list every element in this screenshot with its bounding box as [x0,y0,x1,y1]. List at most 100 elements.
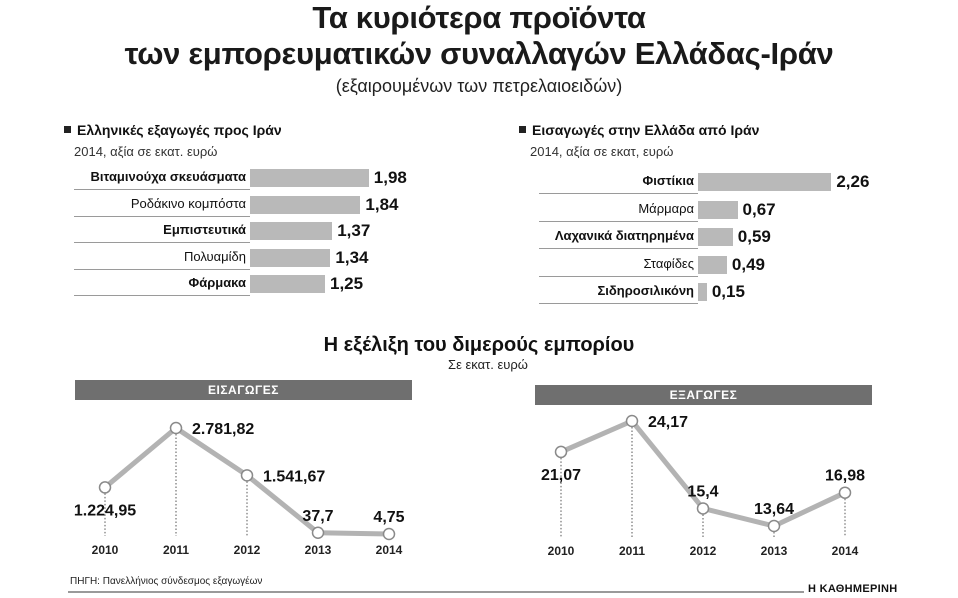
bar [698,173,832,191]
data-point [382,527,396,541]
trade-evolution-title: Η εξέλιξη του διμερούς εμπορίου [323,334,635,356]
exports-chart-title: Ελληνικές εξαγωγές προς Ιράν [64,122,282,138]
bar-row-rule [74,242,250,243]
main-title-line1: Τα κυριότερα προϊόντα [312,0,646,35]
x-tick-label: 2013 [305,543,332,557]
bar-value-label: 1,37 [337,221,371,240]
main-subtitle: (εξαιρουμένων των πετρελαιοειδών) [335,76,623,96]
bar [250,275,325,293]
bar [250,222,333,240]
trade-evolution-subtitle: Σε εκατ. ευρώ [448,357,528,372]
data-value-label: 15,4 [687,483,718,500]
bar-value-label: 0,15 [711,282,745,301]
bullet-square-icon [64,125,71,133]
data-point [767,519,781,533]
bar [698,255,727,274]
bar-value-label: 0,59 [737,227,771,246]
bar-row-rule [74,215,250,217]
data-value-label: 2.781,82 [192,421,254,438]
data-value-label: 37,7 [302,508,333,525]
bar-category-label: Εμπιστευτικά [163,222,246,237]
bar-category-label: Σιδηροσιλικόνη [597,283,695,298]
imports-chart-subtitle: 2014, αξία σε εκατ, ευρώ [530,144,674,159]
imports-line-banner: ΕΙΣΑΓΩΓΕΣ [75,380,412,400]
bar-value-label: 1,25 [330,274,364,293]
bar-category-label: Ροδάκινο κομπόστα [130,195,246,211]
bar-category-label: Φάρμακα [188,275,246,290]
bar-row: Σταφίδες 0,49 [479,253,958,277]
data-value-label: 13,64 [754,501,794,518]
bar-row: Εμπιστευτικά 1,37 [0,219,479,243]
x-tick-label: 2010 [548,544,575,558]
bar-row: Φάρμακα 1,25 [0,272,479,296]
imports-line-chart: 1.224,95 2.781,82 1.541,67 37,7 4,75 2010 2011… [74,421,405,557]
x-tick-label: 2011 [163,543,189,557]
exports-line-chart: 21,07 24,17 15,4 13,64 16,98 2010 2011 2012 2013… [541,414,865,558]
data-value-label: 4,75 [373,509,404,526]
data-point [554,445,568,459]
bar [698,200,738,219]
data-value-label: 21,07 [541,467,581,484]
main-title-line2: των εμπορευματικών συναλλαγών Ελλάδας-Ιρ… [124,36,834,71]
data-point [696,502,710,515]
data-point [311,526,325,540]
bar-row-rule [539,220,698,222]
bar-row-rule [539,303,698,304]
bar-category-label: Φιστίκια [642,173,694,188]
data-point [169,421,183,435]
data-value-label: 1.541,67 [263,468,325,485]
imports-chart-title-text: Εισαγωγές στην Ελλάδα από Ιράν [532,122,760,138]
bar-category-label: Σταφίδες [643,255,695,271]
data-value-label: 16,98 [825,468,865,485]
bar-row: Πολυαμίδη 1,34 [0,246,479,270]
bar-row: Σιδηροσιλικόνη 0,15 [479,280,958,304]
bar-row-rule [539,248,698,249]
bar-row: Μάρμαρα 0,67 [479,198,958,222]
bar-value-label: 0,67 [742,199,776,219]
bar [250,195,361,214]
exports-line-banner: ΕΞΑΓΩΓΕΣ [535,385,872,405]
bar-row: Λαχανικά διατηρημένα 0,59 [479,225,958,249]
data-point [240,469,254,482]
data-point [625,414,639,428]
bar-row-rule [74,189,250,190]
source-note: ΠΗΓΗ: Πανελλήνιος σύνδεσμος εξαγωγέων [70,576,263,587]
exports-bar-chart: Ελληνικές εξαγωγές προς Ιράν 2014, αξία … [0,0,479,300]
bar-row-rule [539,275,698,277]
data-value-label: 1.224,95 [74,502,136,519]
bar [250,248,331,267]
x-tick-label: 2014 [832,544,859,558]
bar-row: Βιταμινούχα σκευάσματα 1,98 [0,166,479,190]
imports-bar-chart: Εισαγωγές στην Ελλάδα από Ιράν 2014, αξί… [479,0,958,304]
bar [698,283,707,301]
bar-value-label: 1,84 [365,194,399,214]
bullet-square-icon [519,125,526,133]
bar-value-label: 1,34 [335,247,369,267]
data-point [98,481,112,494]
x-tick-label: 2010 [92,543,119,557]
x-tick-label: 2013 [761,544,788,558]
x-tick-label: 2014 [376,543,403,557]
x-tick-label: 2012 [234,543,261,557]
bar-category-label: Μάρμαρα [638,200,694,216]
bar-row-rule [539,193,698,194]
footer-rule [68,591,804,593]
bar-row: Φιστίκια 2,26 [479,170,958,194]
x-tick-label: 2011 [619,544,645,558]
exports-chart-subtitle: 2014, αξία σε εκατ. ευρώ [74,144,218,159]
data-value-label: 24,17 [648,414,688,431]
imports-chart-title: Εισαγωγές στην Ελλάδα από Ιράν [519,122,759,138]
bar [698,228,733,246]
publisher-logo: Η ΚΑΘΗΜΕΡΙΝΗ [808,583,898,595]
x-tick-label: 2012 [690,544,717,558]
bar [250,169,369,187]
bar-row-rule [74,268,250,270]
bar-category-label: Λαχανικά διατηρημένα [554,228,694,243]
bar-value-label: 1,98 [373,168,407,187]
data-point [838,486,852,499]
bar-category-label: Βιταμινούχα σκευάσματα [90,169,247,184]
exports-chart-title-text: Ελληνικές εξαγωγές προς Ιράν [77,122,282,138]
bar-value-label: 0,49 [731,254,765,274]
bar-row: Ροδάκινο κομπόστα 1,84 [0,193,479,217]
bar-row-rule [74,295,250,296]
